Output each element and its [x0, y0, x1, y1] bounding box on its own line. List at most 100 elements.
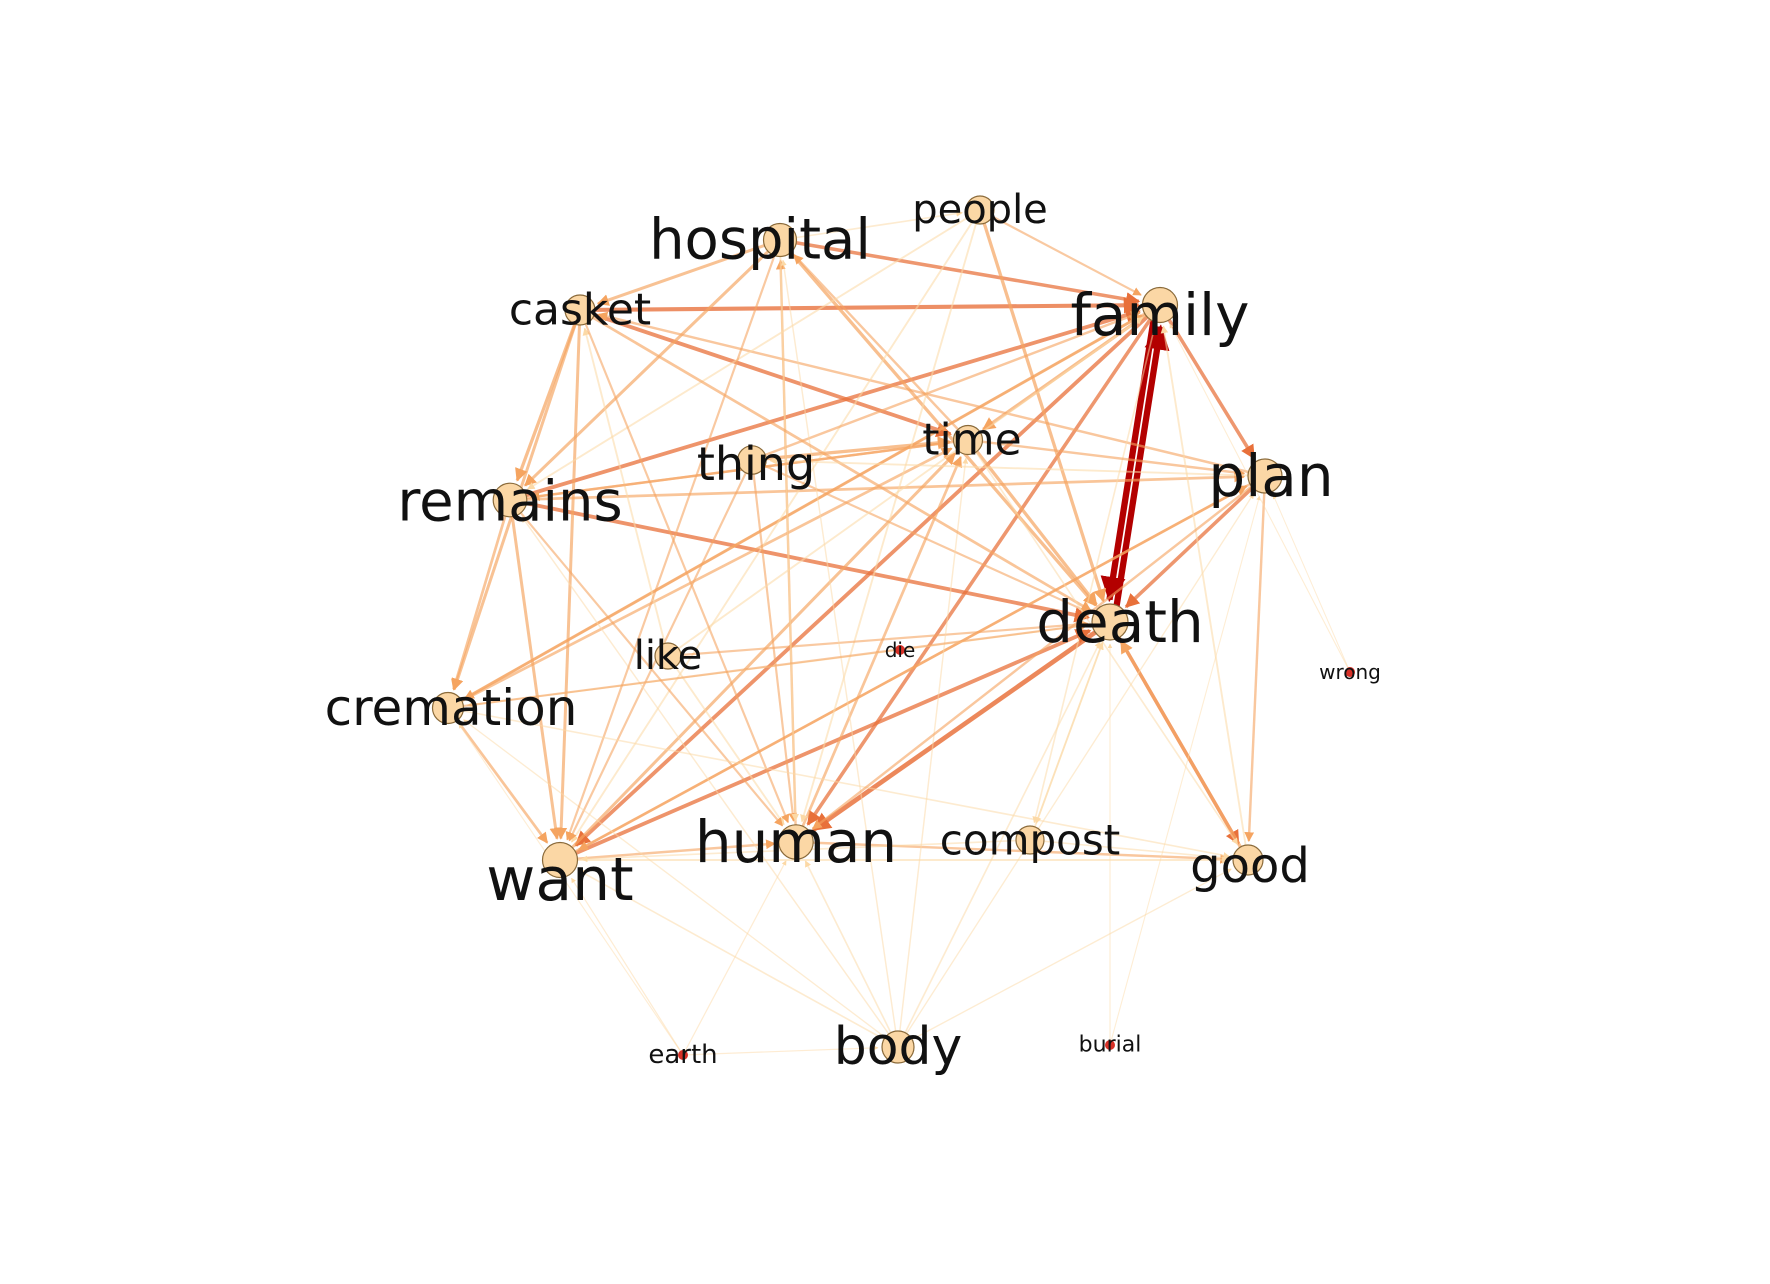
edge-casket-death [579, 308, 1092, 613]
edge-hospital-casket [596, 238, 781, 306]
edges-layer [446, 209, 1351, 1056]
edge-casket-want [555, 309, 582, 840]
edge-good-family [1160, 325, 1249, 861]
edge-thing-human [750, 459, 797, 822]
node-family[interactable] [1141, 286, 1179, 324]
edge-time-hospital [793, 254, 969, 441]
edge-cremation-good [447, 707, 1230, 859]
node-wrong[interactable] [1345, 667, 1355, 677]
node-earth[interactable] [678, 1050, 688, 1060]
edge-body-good [897, 868, 1232, 1048]
nodes-layer [431, 195, 1355, 1064]
node-thing[interactable] [737, 445, 767, 475]
edge-like-human [667, 655, 785, 826]
edge-casket-family [579, 297, 1141, 314]
node-death[interactable] [1091, 603, 1129, 641]
node-label-plan: plan [1208, 442, 1333, 510]
edge-family-compost [1032, 304, 1161, 824]
edge-plan-casket [597, 311, 1266, 478]
labels-layer: hospital people family casket time thing plan r… [325, 187, 1381, 1077]
node-remains[interactable] [492, 482, 528, 518]
node-casket[interactable] [564, 294, 596, 326]
edge-people-remains [527, 209, 981, 490]
edge-like-family [667, 316, 1144, 657]
edge-family-want [574, 303, 1162, 847]
edge-remains-time [509, 438, 951, 502]
node-label-wrong: wrong [1319, 660, 1381, 684]
node-human[interactable] [778, 824, 814, 860]
edge-plan-want [578, 474, 1266, 851]
node-label-cremation: cremation [325, 679, 578, 737]
node-label-burial: burial [1079, 1033, 1142, 1058]
edge-like-death [667, 619, 1089, 658]
node-label-time: time [922, 415, 1021, 466]
edge-people-human [800, 209, 981, 823]
edge-remains-cremation [451, 499, 512, 691]
edge-people-death [978, 209, 1107, 603]
edge-earth-body [682, 1045, 879, 1056]
node-label-die: die [885, 638, 916, 662]
edge-thing-family [751, 311, 1141, 462]
node-label-people: people [912, 187, 1048, 233]
edge-hospital-remains [523, 238, 782, 487]
edge-cremation-want [446, 707, 549, 844]
edge-body-plan [897, 493, 1255, 1048]
node-plan[interactable] [1247, 458, 1283, 494]
node-body[interactable] [881, 1030, 915, 1064]
edge-casket-human [578, 309, 790, 824]
edge-plan-good [1244, 475, 1267, 842]
edge-cremation-death [447, 621, 1090, 710]
edge-death-compost [1035, 621, 1111, 824]
edge-body-want [578, 869, 899, 1048]
edge-remains-want [508, 499, 562, 840]
node-label-like: like [634, 633, 703, 679]
node-cremation[interactable] [431, 691, 465, 725]
node-label-compost: compost [940, 816, 1120, 865]
edge-remains-human [509, 499, 784, 827]
node-label-earth: earth [648, 1040, 717, 1070]
edge-body-hospital [780, 259, 899, 1048]
edge-earth-human [682, 860, 787, 1056]
edge-earth-want [570, 877, 684, 1056]
edge-hospital-people [779, 210, 963, 241]
edge-remains-family [509, 307, 1141, 502]
node-label-human: human [695, 808, 897, 876]
edge-family-cremation [464, 303, 1161, 700]
node-time[interactable] [952, 424, 984, 456]
edge-body-cremation [463, 719, 899, 1048]
node-want[interactable] [541, 841, 579, 879]
node-good[interactable] [1232, 844, 1264, 876]
edge-wrong-family [1169, 323, 1351, 673]
edge-hospital-human [779, 239, 800, 822]
edge-want-human [559, 839, 776, 862]
edge-death-family [1110, 324, 1170, 624]
node-like[interactable] [654, 642, 682, 670]
node-label-thing: thing [697, 437, 815, 491]
edge-body-time [897, 457, 969, 1048]
edge-family-plan [1158, 304, 1256, 460]
node-hospital[interactable] [762, 222, 798, 258]
edge-burial-plan [1109, 495, 1261, 1046]
edge-human-time [794, 456, 962, 843]
node-label-casket: casket [509, 285, 651, 336]
node-label-family: family [1070, 281, 1249, 349]
edge-like-casket [582, 327, 669, 657]
edge-people-family [979, 209, 1142, 296]
node-compost[interactable] [1015, 825, 1045, 855]
edge-people-want [570, 209, 981, 843]
edge-hospital-family [779, 238, 1141, 307]
edge-thing-death [751, 459, 1091, 614]
node-label-remains: remains [397, 470, 622, 535]
node-die[interactable] [895, 645, 905, 655]
node-label-hospital: hospital [649, 208, 871, 273]
edge-plan-death [1124, 474, 1267, 609]
node-burial[interactable] [1105, 1040, 1115, 1050]
node-label-death: death [1036, 588, 1204, 656]
edge-good-death [1119, 639, 1250, 861]
edge-plan-thing [769, 456, 1266, 477]
edge-body-human [804, 860, 899, 1048]
node-people[interactable] [965, 195, 995, 225]
edge-death-human [811, 620, 1112, 832]
edge-body-remains [521, 516, 899, 1048]
edge-plan-human [811, 475, 1266, 830]
